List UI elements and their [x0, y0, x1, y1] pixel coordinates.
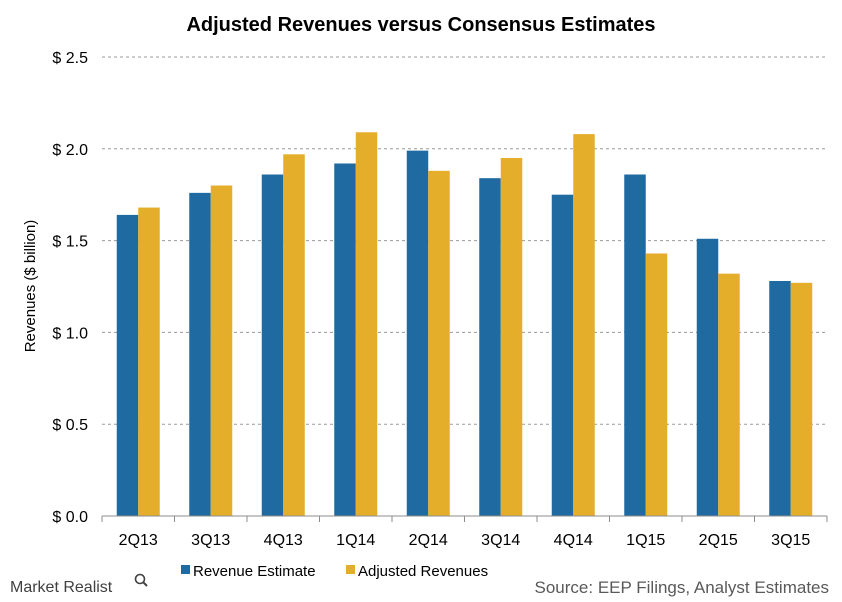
x-tick-label: 2Q14: [409, 532, 448, 549]
bar-adjusted-revenues-2q13: [138, 207, 160, 516]
y-tick-label: $ 2.0: [52, 142, 88, 159]
bar-adjusted-revenues-1q15: [645, 253, 668, 516]
bar-adjusted-revenues-4q14: [573, 134, 595, 516]
legend: Revenue Estimate Adjusted Revenues: [181, 563, 488, 580]
x-tick-label: 1Q15: [626, 532, 665, 549]
legend-label-adjusted-revenues: Adjusted Revenues: [358, 563, 488, 580]
x-tick-label: 2Q15: [699, 532, 738, 549]
bar-adjusted-revenues-3q13: [210, 185, 233, 516]
y-tick-label: $ 2.5: [52, 50, 88, 67]
legend-swatch-revenue-estimate: [181, 565, 190, 574]
x-tick-label: 4Q14: [554, 532, 593, 549]
bar-revenue-estimate-2q13: [116, 214, 139, 516]
y-tick-label: $ 0.0: [52, 509, 88, 526]
source-note: Source: EEP Filings, Analyst Estimates: [535, 578, 829, 597]
brand-name: Market Realist: [10, 579, 113, 596]
x-tick-label: 4Q13: [264, 532, 303, 549]
x-tick-label: 3Q15: [771, 532, 810, 549]
bar-adjusted-revenues-2q15: [718, 273, 740, 516]
bar-revenue-estimate-4q13: [261, 174, 284, 516]
bar-adjusted-revenues-3q14: [500, 157, 523, 517]
bar-adjusted-revenues-3q15: [790, 282, 813, 516]
y-axis-ticks: $ 0.0 $ 0.5 $ 1.0 $ 1.5 $ 2.0 $ 2.5: [52, 50, 88, 526]
x-tick-label: 1Q14: [336, 532, 375, 549]
x-tick-label: 3Q14: [481, 532, 520, 549]
magnifier-icon: [134, 573, 148, 587]
legend-swatch-adjusted-revenues: [346, 565, 355, 574]
chart-title: Adjusted Revenues versus Consensus Estim…: [186, 14, 655, 36]
bar-revenue-estimate-2q14: [406, 150, 429, 517]
x-tick-label: 2Q13: [119, 532, 158, 549]
bar-adjusted-revenues-1q14: [355, 132, 378, 516]
bar-revenue-estimate-3q15: [769, 280, 791, 516]
bar-revenue-estimate-2q15: [696, 238, 719, 516]
y-axis-label: Revenues ($ billion): [22, 220, 39, 353]
bar-revenue-estimate-4q14: [551, 194, 574, 516]
y-tick-label: $ 0.5: [52, 417, 88, 434]
bar-adjusted-revenues-2q14: [428, 170, 450, 516]
bar-adjusted-revenues-4q13: [283, 154, 305, 517]
y-tick-label: $ 1.5: [52, 234, 88, 251]
bar-revenue-estimate-3q14: [479, 178, 501, 516]
bars: [116, 132, 813, 517]
bar-revenue-estimate-1q14: [334, 163, 356, 516]
x-axis-ticks: 2Q13 3Q13 4Q13 1Q14 2Q14 3Q14 4Q14 1Q15 2Q15 3Q15: [101, 516, 828, 549]
x-tick-label: 3Q13: [191, 532, 230, 549]
bar-revenue-estimate-1q15: [624, 174, 646, 516]
brand-logo: Market Realist: [10, 573, 148, 596]
y-tick-label: $ 1.0: [52, 325, 88, 342]
bar-revenue-estimate-3q13: [189, 192, 211, 516]
legend-label-revenue-estimate: Revenue Estimate: [193, 563, 316, 580]
